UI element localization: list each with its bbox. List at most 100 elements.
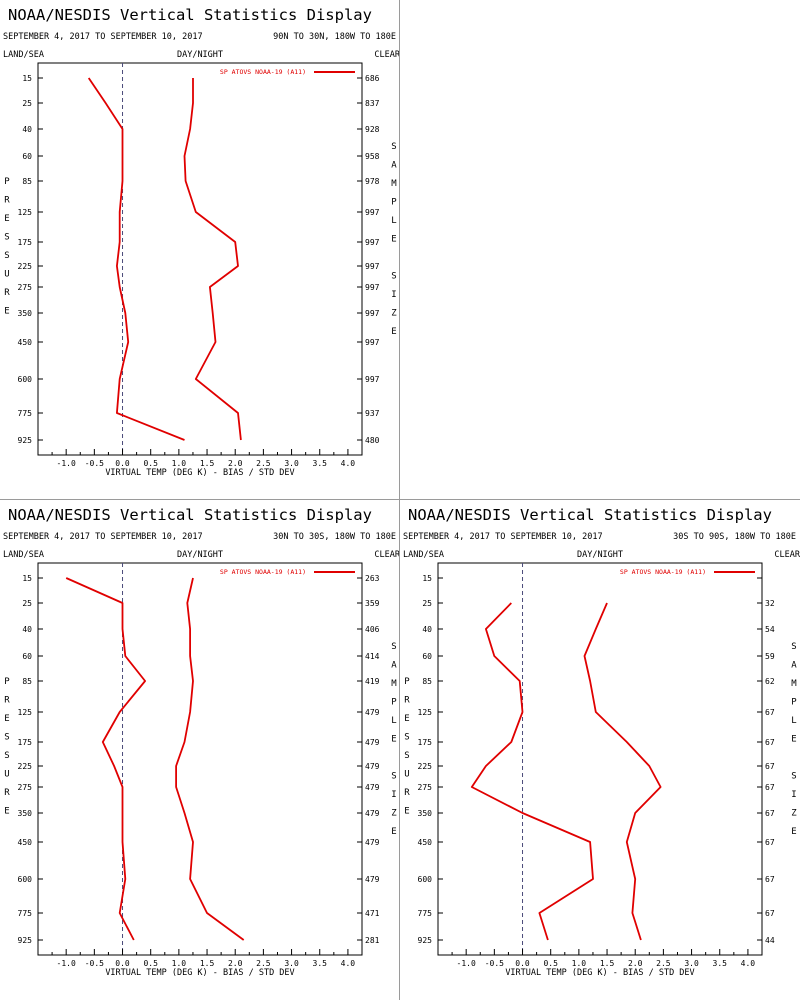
y-tick-label: 60 [22,152,32,161]
right-axis-label-char: E [391,827,396,837]
x-tick-label: 1.0 [172,959,187,968]
plot-frame [37,62,363,456]
sample-size-label: 479 [365,838,380,847]
clear-label: CLEAR [774,550,800,560]
right-axis-label-char: M [391,679,397,689]
x-tick-label: 0.0 [515,959,530,968]
y-tick-label: 175 [18,738,33,747]
sample-size-label: 480 [365,436,380,445]
sample-size-label: 67 [765,762,775,771]
x-tick-label: -1.0 [457,959,476,968]
right-axis-label-char: S [391,272,396,282]
y-tick-label: 15 [422,574,432,583]
x-tick-label: -1.0 [57,959,76,968]
sample-size-label: 997 [365,375,380,384]
y-tick-label: 25 [22,99,32,108]
x-tick-label: 1.5 [200,959,215,968]
plot-frame [437,562,763,956]
right-axis-label-char: L [791,716,796,726]
y-tick-label: 600 [18,375,33,384]
y-tick-label: 40 [22,125,32,134]
y-axis-label-char: S [4,251,9,261]
right-axis-label-char: Z [391,809,397,819]
y-tick-label: 350 [418,809,433,818]
chart-svg: NOAA/NESDIS Vertical Statistics Display S… [3,6,400,478]
y-axis-label-char: U [404,770,409,780]
y-axis-label-char: E [4,714,9,724]
sample-size-label: 479 [365,783,380,792]
sample-size-label: 281 [365,936,380,945]
x-tick-label: -0.5 [485,959,504,968]
land-sea-label: LAND/SEA [3,550,44,560]
y-axis-label-char: P [4,677,10,687]
sample-size-label: 419 [365,677,380,686]
x-tick-label: 4.0 [741,959,756,968]
series-std-dev-line [175,577,245,941]
x-tick-label: 3.0 [684,959,699,968]
y-axis-label-char: R [404,696,410,706]
right-axis-label-char: L [391,216,396,226]
y-axis-label-char: R [4,196,10,206]
sample-size-label: 997 [365,309,380,318]
right-axis-label-char: P [391,198,397,208]
sample-size-label: 67 [765,708,775,717]
y-tick-label: 600 [418,875,433,884]
y-axis-label-char: R [4,696,10,706]
sample-size-label: 32 [765,599,775,608]
right-axis-label-char: I [391,290,396,300]
y-tick-label: 350 [18,809,33,818]
y-tick-label: 85 [422,677,432,686]
y-axis-label-char: R [404,788,410,798]
x-tick-label: 3.5 [313,959,328,968]
panel-title: NOAA/NESDIS Vertical Statistics Display [8,506,372,524]
y-tick-label: 175 [18,238,33,247]
y-axis-label-char: R [4,788,10,798]
y-tick-label: 925 [18,936,33,945]
x-tick-label: 3.5 [313,459,328,468]
region-label: 30S TO 90S, 180W TO 180E [673,532,796,542]
right-axis-label-char: A [391,661,397,671]
right-axis-label-char: I [391,790,396,800]
x-axis-label: VIRTUAL TEMP (DEG K) - BIAS / STD DEV [505,968,694,978]
sample-size-label: 997 [365,238,380,247]
y-tick-label: 225 [418,762,433,771]
sample-size-label: 67 [765,838,775,847]
day-night-label: DAY/NIGHT [177,50,223,60]
x-tick-label: 4.0 [341,459,356,468]
date-range: SEPTEMBER 4, 2017 TO SEPTEMBER 10, 2017 [3,532,203,542]
y-tick-label: 600 [18,875,33,884]
right-axis-label-char: A [391,161,397,171]
quadrant-divider-vertical [399,0,400,1000]
chart-svg: NOAA/NESDIS Vertical Statistics Display S… [403,506,800,978]
chart-panel-south: NOAA/NESDIS Vertical Statistics Display S… [400,500,800,1000]
sample-size-label: 479 [365,762,380,771]
right-axis-label-char: P [391,698,397,708]
right-axis-label-char: A [791,661,797,671]
x-tick-label: 3.5 [713,959,728,968]
y-axis-label-char: P [4,177,10,187]
sample-size-label: 67 [765,909,775,918]
x-tick-label: 3.0 [284,459,299,468]
region-label: 90N TO 30N, 180W TO 180E [273,32,396,42]
y-axis-label-char: S [4,733,9,743]
right-axis-label-char: E [791,735,796,745]
series-bias-line [65,577,147,941]
sample-size-label: 479 [365,809,380,818]
chart-svg: NOAA/NESDIS Vertical Statistics Display S… [3,506,400,978]
right-axis-label-char: Z [791,809,797,819]
sample-size-label: 67 [765,809,775,818]
y-tick-label: 25 [422,599,432,608]
legend-label: SP ATOVS NOAA-19 (A11) [220,68,306,76]
right-axis-label-char: E [391,327,396,337]
y-tick-label: 775 [18,909,33,918]
y-axis-label-char: U [4,270,9,280]
y-tick-label: 775 [418,909,433,918]
series-bias-line [470,602,594,941]
y-tick-label: 15 [22,574,32,583]
y-tick-label: 450 [18,838,33,847]
y-tick-label: 15 [22,74,32,83]
y-axis-label-char: S [4,233,9,243]
sample-size-label: 263 [365,574,380,583]
x-tick-label: 2.5 [256,459,271,468]
y-axis-label-char: S [404,751,409,761]
